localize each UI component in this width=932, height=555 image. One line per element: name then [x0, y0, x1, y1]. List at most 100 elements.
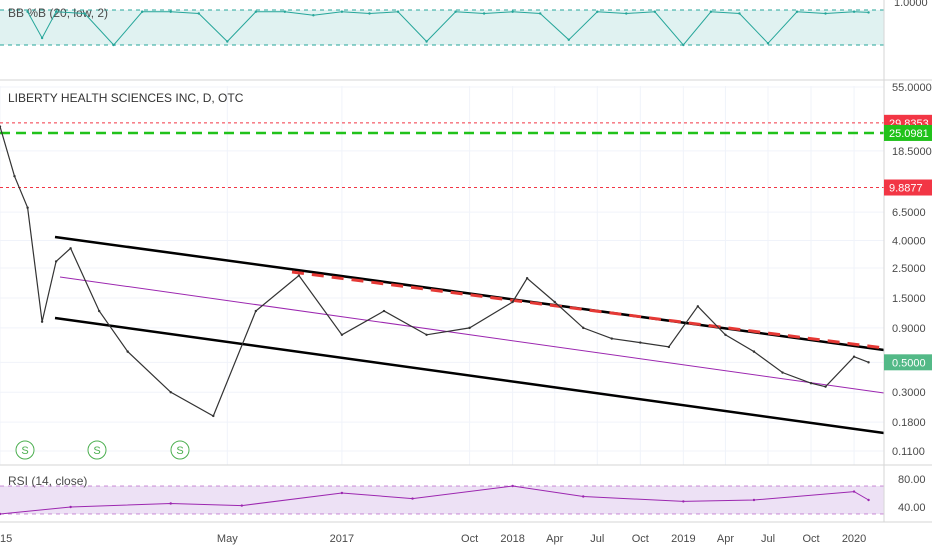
bb-percent-line-point	[26, 10, 29, 13]
price-line-point	[13, 174, 16, 178]
bb-percent-line-point	[425, 40, 428, 43]
bb-percent-line-point	[596, 10, 599, 13]
dividend-marker[interactable]	[170, 440, 190, 460]
price-line-point	[26, 206, 29, 209]
level-badge-label: 29.8353	[889, 118, 929, 130]
price-line-point	[582, 326, 585, 330]
price-line-point	[639, 341, 642, 344]
last-price-label: 0.5000	[892, 357, 926, 369]
price-line-point	[126, 350, 129, 353]
level-badge-label: 9.8877	[889, 183, 923, 195]
y-tick-label: 55.0000	[892, 82, 932, 94]
bb-percent-line-point	[709, 10, 713, 13]
dividend-marker[interactable]	[15, 440, 35, 460]
price-line-point	[781, 371, 784, 374]
x-tick-label: Oct	[632, 533, 649, 545]
price-line-point	[54, 260, 58, 263]
price-line-point	[468, 326, 471, 330]
dividend-marker-label: S	[176, 445, 183, 457]
price-line-point	[852, 355, 856, 358]
bb-percent-line-point	[226, 40, 229, 43]
x-tick-label: Apr	[546, 533, 563, 545]
bb-percent-line	[27, 11, 869, 46]
price-levels	[0, 122, 884, 189]
bb-percent-line-point	[396, 10, 400, 13]
rsi-line-point	[0, 512, 2, 516]
price-series-group	[0, 125, 870, 418]
bb-percent-line-point	[254, 10, 258, 13]
rsi-line-point	[752, 498, 756, 502]
x-tick-label: 2019	[671, 533, 695, 545]
bb-pane: BB %B (20, low, 2)	[0, 6, 884, 47]
bb-percent-line-point	[112, 43, 115, 47]
price-line-point	[425, 333, 428, 336]
x-tick-label: Oct	[461, 533, 478, 545]
channel-median-line	[59, 276, 885, 394]
channel-upper-line	[54, 235, 885, 352]
x-tick-label: Jul	[590, 533, 604, 545]
bb-percent-line-point	[454, 10, 457, 13]
price-line-point	[724, 333, 727, 336]
price-line-point	[511, 300, 514, 304]
rsi-title: RSI (14, close)	[8, 474, 87, 488]
bb-percent-line-point	[140, 10, 144, 13]
bb-percent-line-point	[852, 10, 856, 13]
x-tick-label: May	[217, 533, 238, 545]
price-line-point	[752, 350, 756, 353]
price-line-point	[553, 300, 556, 304]
bb-percent-line-point	[83, 12, 86, 15]
y-tick-label: 0.3000	[892, 387, 926, 399]
bb-percent-line-point	[795, 10, 799, 13]
level-badge	[884, 124, 932, 141]
rsi-line-point	[682, 500, 685, 503]
bb-percent-line-point	[54, 10, 58, 13]
bb-percent-line-point	[625, 12, 628, 15]
bb-percent-line-point	[368, 12, 371, 15]
rsi-line-point	[411, 497, 414, 500]
bb-band-fill	[0, 10, 884, 45]
y-tick-label: 0.1100	[892, 446, 925, 458]
dividend-marker[interactable]	[87, 440, 107, 460]
dividend-marker-label: S	[93, 445, 100, 457]
price-line-point	[169, 391, 172, 394]
y-tick-label: 40.00	[898, 502, 926, 514]
rsi-line-point	[340, 491, 344, 495]
rsi-line-point	[852, 490, 856, 493]
level-badge	[884, 179, 932, 196]
bb-percent-line-point	[40, 36, 44, 40]
bb-percent-line-point	[283, 10, 287, 13]
bb-percent-line-point	[539, 12, 542, 15]
dividend-marker-label: S	[21, 445, 28, 457]
bb-percent-line-point	[197, 12, 200, 15]
rsi-line-point	[169, 502, 172, 505]
bb-percent-line-point	[567, 38, 570, 41]
bb-percent-line-point	[511, 10, 514, 13]
y-tick-label: 1.5000	[892, 293, 926, 305]
x-tick-label: 2017	[330, 533, 354, 545]
level-badge-label: 25.0981	[889, 128, 929, 140]
bb-percent-line-point	[653, 10, 657, 13]
y-tick-label: 0.1800	[892, 417, 926, 429]
rsi-line-point	[511, 484, 514, 488]
rsi-line-point	[69, 505, 72, 509]
rsi-line-point	[582, 495, 585, 498]
bb-percent-line-point	[482, 12, 486, 15]
x-tick-label: 2015	[0, 533, 12, 545]
price-line-point	[867, 361, 870, 364]
y-tick-label: 80.00	[898, 474, 926, 486]
y-axis: 1.0000 55.0000 18.5000 6.5000 4.0000 2.5000 1.…	[884, 0, 932, 514]
bb-percent-line-point	[169, 10, 172, 13]
price-line-point	[525, 277, 529, 280]
price-line-point	[667, 345, 671, 349]
price-line-point	[97, 309, 101, 313]
x-tick-label: Oct	[802, 533, 819, 545]
bb-percent-line-point	[766, 42, 770, 45]
x-tick-label: 2020	[842, 533, 866, 545]
bb-title: BB %B (20, low, 2)	[8, 6, 108, 20]
price-line-point	[382, 309, 386, 313]
rsi-pane: RSI (14, close)	[0, 474, 884, 516]
price-line-point	[340, 333, 344, 336]
